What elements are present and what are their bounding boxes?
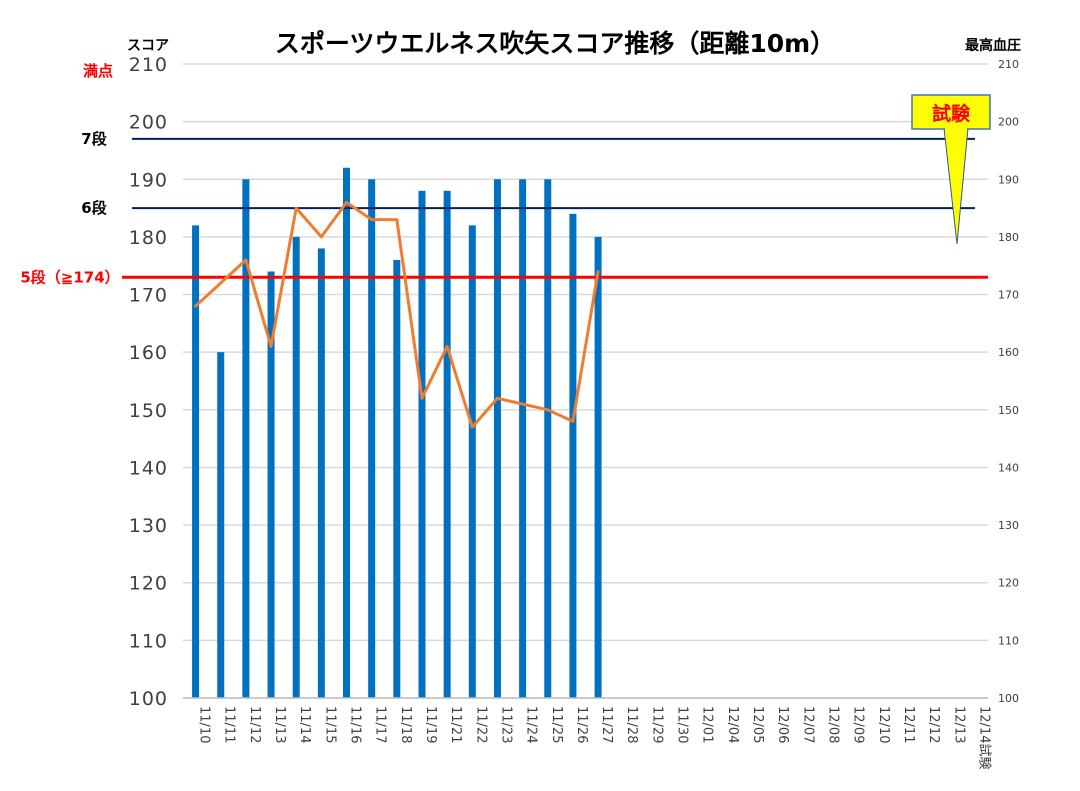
score-bar	[368, 179, 376, 699]
reference-line-label: 5段（≧174）	[20, 268, 119, 286]
x-tick-label: 11/12	[247, 706, 262, 743]
y2-tick-label: 100	[998, 692, 1019, 705]
y-tick-label: 100	[129, 688, 168, 710]
y-tick-label: 200	[129, 112, 168, 134]
x-tick-label: 11/26	[574, 706, 589, 743]
y2-tick-label: 140	[998, 461, 1019, 474]
x-tick-label: 11/19	[423, 706, 438, 743]
score-bar	[292, 236, 300, 698]
blood-pressure-series-line	[194, 200, 600, 429]
x-tick-label: 11/29	[649, 706, 664, 743]
x-tick-label: 12/07	[800, 706, 815, 743]
y2-tick-label: 190	[998, 173, 1019, 186]
x-tick-label: 11/27	[599, 706, 614, 743]
y2-tick-label: 180	[998, 231, 1019, 244]
x-tick-label: 11/14	[297, 706, 312, 743]
y-tick-label: 140	[129, 457, 168, 479]
y2-tick-label: 120	[998, 577, 1019, 590]
chart-title: スポーツウエルネス吹矢スコア推移（距離10m）	[275, 29, 835, 58]
y2-tick-label: 200	[998, 116, 1019, 129]
y-tick-label: 150	[129, 400, 168, 422]
x-tick-label: 11/13	[272, 706, 287, 743]
x-tick-label: 11/11	[222, 706, 237, 743]
x-tick-label: 11/21	[448, 706, 463, 743]
score-bar	[493, 179, 501, 699]
x-tick-label: 12/09	[851, 706, 866, 743]
y2-tick-label: 150	[998, 404, 1019, 417]
score-bar	[594, 236, 602, 698]
blood-pressure-line	[194, 200, 600, 429]
y-tick-label: 160	[129, 342, 168, 364]
exam-callout-joint	[945, 127, 967, 130]
score-bar	[468, 225, 476, 698]
y2-tick-label: 160	[998, 346, 1019, 359]
x-tick-label: 12/12	[926, 706, 941, 743]
y-tick-label: 170	[129, 285, 168, 307]
exam-callout-box	[911, 94, 991, 130]
x-tick-label: 11/16	[348, 706, 363, 743]
y-tick-label: 130	[129, 515, 168, 537]
score-bar	[544, 179, 552, 699]
y2-tick-label: 130	[998, 519, 1019, 532]
x-tick-label: 11/18	[398, 706, 413, 743]
score-bar	[192, 225, 200, 698]
x-tick-label: 11/25	[549, 706, 564, 743]
score-bar	[343, 167, 351, 698]
y-tick-label: 110	[129, 630, 168, 652]
score-bar	[443, 190, 451, 699]
axes: 100 110 120 130 140 150 160 170 180 190 200 210 100 1…	[129, 54, 1019, 769]
y-tick-label: 180	[129, 227, 168, 249]
x-tick-label: 12/10	[876, 706, 891, 743]
gridlines	[183, 63, 988, 699]
x-tick-label: 11/10	[197, 706, 212, 743]
reference-line-label: 6段	[81, 199, 106, 217]
reference-line-label: 7段	[81, 130, 106, 148]
score-bar	[418, 190, 426, 699]
score-bar	[242, 179, 250, 699]
score-bar	[217, 352, 225, 698]
y2-tick-label: 210	[998, 58, 1019, 71]
x-tick-label: 12/14試験	[976, 706, 992, 769]
x-tick-label: 11/23	[498, 706, 513, 743]
y-tick-label: 210	[129, 54, 168, 76]
x-tick-label: 11/24	[524, 706, 539, 743]
score-bar	[317, 248, 325, 698]
reference-lines: 5段（≧174） 6段 7段	[20, 130, 988, 286]
x-tick-label: 12/13	[951, 706, 966, 743]
x-tick-label: 11/30	[675, 706, 690, 743]
score-bar	[267, 271, 275, 698]
x-tick-label: 11/15	[322, 706, 337, 743]
y2-tick-label: 110	[998, 634, 1019, 647]
score-bar	[393, 259, 401, 698]
score-bars	[192, 167, 602, 699]
right-axis-label: 最高血圧	[965, 37, 1021, 54]
x-tick-label: 12/08	[825, 706, 840, 743]
max-score-label: 満点	[83, 62, 113, 80]
y2-tick-label: 170	[998, 289, 1019, 302]
x-tick-label: 11/22	[473, 706, 488, 743]
y-tick-label: 190	[129, 169, 168, 191]
exam-callout-label: 試験	[932, 102, 971, 125]
x-tick-label: 11/17	[373, 706, 388, 743]
score-bar	[569, 213, 577, 698]
y-tick-label: 120	[129, 573, 168, 595]
x-tick-label: 12/06	[775, 706, 790, 743]
x-tick-label: 12/01	[700, 706, 715, 743]
x-tick-label: 12/11	[901, 706, 916, 743]
score-bar	[519, 179, 527, 699]
x-tick-label: 12/05	[750, 706, 765, 743]
left-axis-label: スコア	[127, 38, 169, 54]
x-tick-label: 12/04	[725, 706, 740, 743]
x-tick-label: 11/28	[624, 706, 639, 743]
exam-callout: 試験	[911, 94, 991, 245]
